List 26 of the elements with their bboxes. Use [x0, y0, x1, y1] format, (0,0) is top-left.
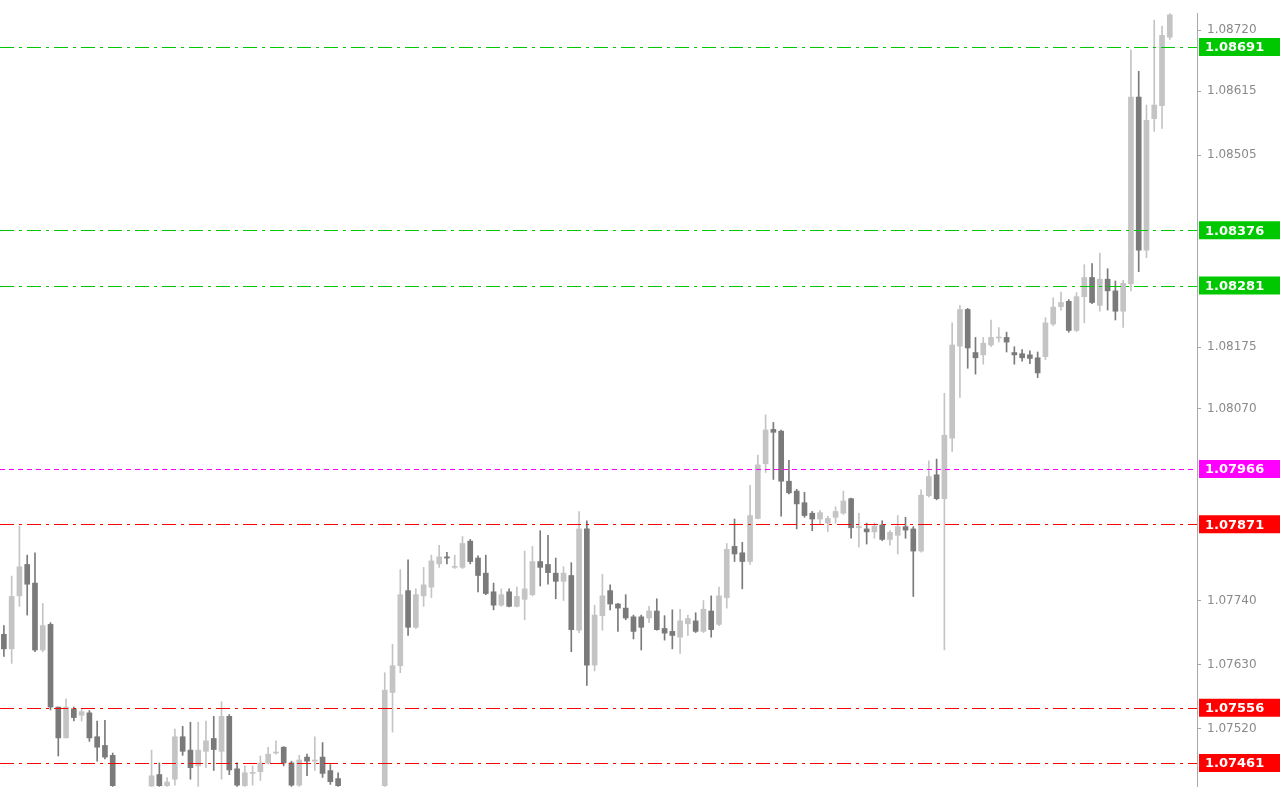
y-tick-label: 1.07630 [1207, 656, 1257, 671]
candlestick [1151, 19, 1158, 132]
ref-line-label: 1.07871 [1205, 516, 1265, 532]
ref-line-label: 1.07556 [1205, 700, 1265, 716]
y-tick-label: 1.08720 [1207, 22, 1257, 37]
y-tick-label: 1.08505 [1207, 147, 1257, 162]
ref-line-label: 1.07461 [1205, 755, 1265, 771]
candlestick [552, 557, 559, 600]
candlestick [203, 720, 209, 768]
ref-line-label: 1.08691 [1205, 39, 1265, 55]
candlestick [1027, 350, 1033, 364]
candlestick [545, 535, 551, 585]
candlestick [210, 716, 217, 771]
candlestick [739, 541, 746, 590]
ref-line-label: 1.08281 [1205, 277, 1265, 293]
ref-line-label: 1.07966 [1205, 461, 1265, 477]
y-tick-label: 1.08175 [1207, 339, 1257, 354]
ref-line-label: 1.08376 [1205, 222, 1265, 238]
candlestick [311, 736, 318, 771]
y-tick-label: 1.07520 [1207, 720, 1257, 735]
candlestick [856, 512, 862, 548]
y-tick-label: 1.08070 [1207, 400, 1257, 415]
candlestick [451, 554, 458, 569]
candlestick [537, 530, 544, 587]
y-tick-label: 1.07740 [1207, 592, 1257, 607]
y-tick-label: 1.08615 [1207, 83, 1257, 98]
